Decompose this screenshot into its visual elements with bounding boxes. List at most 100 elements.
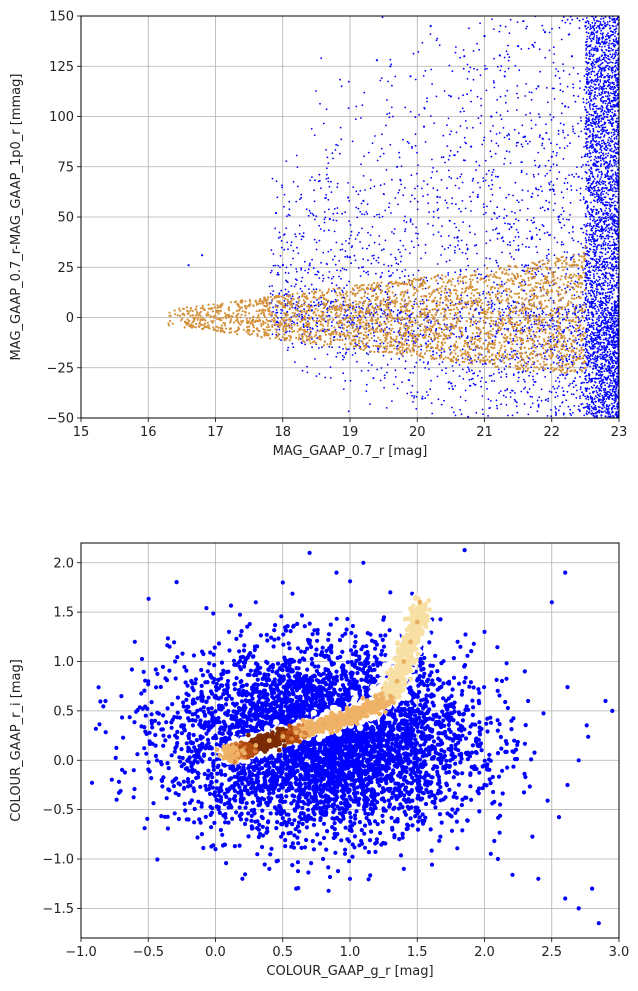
blue-cloud-point [423, 319, 425, 321]
blue-cloud-point [586, 222, 589, 225]
blue-cloud-point [615, 325, 618, 328]
blue-cloud-point [608, 240, 611, 243]
blue-cloud-point [585, 43, 588, 46]
blue-cloud-point [591, 286, 594, 289]
blue-cloud-point [589, 271, 592, 273]
blue-cloud-point [491, 171, 494, 174]
blue-cloud-point [513, 258, 515, 261]
blue-cloud-point [616, 188, 619, 190]
blue-cloud-point [571, 237, 574, 240]
blue-cloud-point [385, 124, 387, 127]
blue-cloud-point [420, 187, 423, 190]
blue-cloud-point [403, 275, 406, 278]
blue-cloud-point [549, 328, 551, 330]
blue-cloud-point [582, 231, 585, 234]
blue-cloud-point [610, 229, 613, 231]
blue-cloud-point [531, 326, 533, 328]
blue-cloud-point [581, 403, 584, 405]
blue-cloud-point [562, 318, 564, 321]
blue-cloud-point [594, 243, 597, 246]
blue-cloud-point [383, 374, 386, 377]
blue-cloud-point [543, 147, 546, 150]
blue-cloud-point [615, 328, 618, 331]
blue-cloud-point [292, 257, 294, 260]
blue-cloud-point [361, 104, 364, 106]
blue-cloud-point [519, 319, 521, 322]
blue-cloud-point [322, 251, 325, 254]
blue-cloud-point [451, 385, 454, 388]
blue-cloud-point [438, 363, 441, 366]
blue-cloud-point [356, 344, 359, 346]
blue-cloud-point [426, 363, 429, 365]
blue-cloud-point [449, 302, 452, 304]
blue-cloud-point [591, 313, 593, 316]
blue-cloud-point [593, 299, 596, 302]
blue-cloud-point [466, 127, 468, 129]
blue-cloud-point [569, 354, 571, 356]
blue-cloud-point [613, 390, 616, 393]
blue-cloud-point [615, 180, 618, 183]
blue-cloud-point [409, 252, 411, 255]
blue-cloud-point [315, 375, 318, 377]
blue-cloud-point [544, 175, 547, 177]
blue-cloud-point [611, 139, 614, 142]
blue-cloud-point [475, 360, 478, 363]
blue-cloud-point [593, 343, 596, 345]
blue-cloud-point [579, 355, 581, 358]
blue-cloud-point [435, 302, 438, 305]
blue-cloud-point [586, 205, 589, 208]
blue-cloud-point [582, 198, 585, 201]
blue-cloud-point [558, 409, 560, 412]
blue-cloud-point [558, 380, 561, 383]
blue-cloud-point [274, 227, 277, 230]
blue-cloud-point [606, 257, 608, 260]
blue-cloud-point [517, 244, 520, 247]
blue-cloud-point [315, 273, 318, 276]
blue-cloud-point [551, 316, 554, 319]
blue-cloud-point [571, 125, 574, 128]
blue-cloud-point [599, 269, 602, 272]
blue-cloud-point [416, 391, 419, 393]
blue-cloud-point [346, 329, 348, 332]
blue-cloud-point [461, 251, 464, 254]
blue-cloud-point [586, 54, 589, 56]
blue-cloud-point [608, 94, 611, 97]
blue-cloud-point [535, 87, 538, 90]
blue-cloud-point [539, 134, 541, 137]
blue-cloud-point [608, 99, 611, 102]
blue-cloud-point [531, 192, 534, 195]
blue-cloud-point [449, 244, 452, 247]
blue-cloud-point [592, 361, 595, 364]
blue-cloud-point [353, 347, 356, 350]
blue-cloud-point [394, 293, 397, 296]
blue-cloud-point [352, 301, 354, 304]
blue-cloud-point [367, 345, 369, 347]
blue-cloud-point [524, 386, 527, 389]
blue-cloud-point [587, 290, 590, 292]
blue-cloud-point [610, 235, 613, 238]
blue-cloud-point [479, 370, 481, 373]
blue-cloud-point [595, 184, 598, 187]
blue-cloud-point [395, 262, 398, 265]
blue-cloud-point [607, 50, 610, 52]
blue-cloud-point [331, 152, 334, 155]
blue-cloud-point [507, 327, 510, 330]
blue-cloud-point [613, 228, 616, 231]
blue-cloud-point [505, 396, 507, 398]
blue-cloud-point [485, 89, 488, 92]
blue-cloud-point [556, 143, 558, 146]
blue-cloud-point [617, 146, 619, 149]
blue-cloud-point [600, 181, 603, 184]
blue-cloud-point [382, 354, 385, 357]
blue-cloud-point [377, 256, 380, 259]
blue-cloud-point [536, 410, 539, 413]
blue-cloud-point [538, 48, 541, 51]
blue-cloud-point [607, 144, 610, 146]
blue-cloud-point [387, 270, 390, 273]
blue-cloud-point [613, 303, 616, 306]
blue-cloud-point [481, 143, 484, 146]
blue-cloud-point [523, 289, 526, 292]
blue-cloud-point [502, 240, 505, 243]
blue-cloud-point [417, 164, 419, 167]
blue-cloud-point [607, 242, 610, 245]
